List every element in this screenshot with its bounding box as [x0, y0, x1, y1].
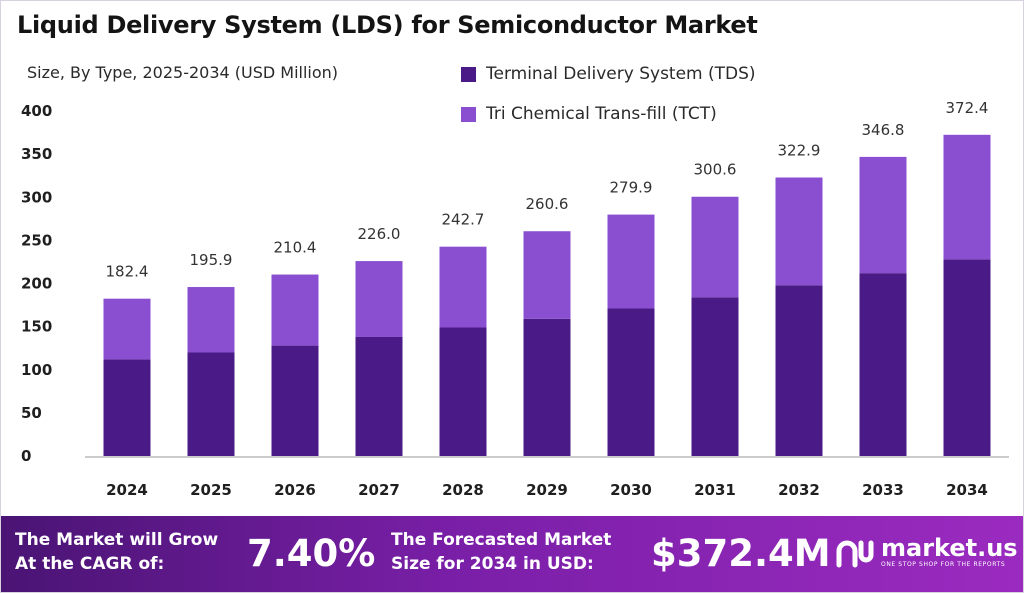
- x-tick-label: 2027: [358, 481, 400, 499]
- x-tick-label: 2030: [610, 481, 652, 499]
- bar-segment-tct-2029: [523, 231, 571, 319]
- bar-segment-tds-2025: [187, 352, 235, 456]
- bar-segment-tct-2024: [103, 298, 151, 360]
- y-tick-label: 0: [21, 447, 31, 465]
- legend-item-tds: Terminal Delivery System (TDS): [461, 61, 756, 87]
- bar-segment-tct-2028: [439, 246, 487, 328]
- legend-label-tct: Tri Chemical Trans-fill (TCT): [486, 104, 717, 124]
- bar-segment-tct-2025: [187, 287, 235, 353]
- legend-item-tct: Tri Chemical Trans-fill (TCT): [461, 101, 756, 127]
- y-tick-label: 100: [21, 361, 52, 379]
- bar-segment-tct-2027: [355, 261, 403, 337]
- logo-tagline: ONE STOP SHOP FOR THE REPORTS: [881, 561, 1006, 568]
- bar-segment-tds-2033: [859, 273, 907, 456]
- bar-segment-tds-2026: [271, 345, 319, 456]
- bar-segment-tct-2034: [943, 134, 991, 260]
- bar-total-label: 346.8: [862, 121, 905, 139]
- forecast-caption: The Forecasted Market Size for 2034 in U…: [391, 528, 611, 576]
- y-tick-label: 50: [21, 404, 42, 422]
- chart-legend: Terminal Delivery System (TDS) Tri Chemi…: [461, 61, 756, 141]
- bar-segment-tds-2029: [523, 318, 571, 456]
- x-tick-label: 2028: [442, 481, 484, 499]
- bar-total-label: 242.7: [442, 211, 485, 229]
- y-tick-label: 200: [21, 275, 52, 293]
- legend-swatch-tct: [461, 106, 476, 122]
- bar-total-label: 210.4: [274, 239, 317, 257]
- bar-segment-tds-2028: [439, 327, 487, 456]
- x-tick-label: 2031: [694, 481, 736, 499]
- bar-total-label: 279.9: [610, 179, 653, 197]
- x-tick-label: 2024: [106, 481, 148, 499]
- bar-segment-tds-2031: [691, 297, 739, 456]
- bar-segment-tct-2032: [775, 177, 823, 286]
- y-tick-label: 400: [21, 102, 52, 120]
- y-tick-label: 150: [21, 318, 52, 336]
- bar-segment-tds-2024: [103, 359, 151, 456]
- x-tick-label: 2033: [862, 481, 904, 499]
- stacked-bar-chart: 0 50 100 150 200 250 300 350 400 182.4 2024 195.9 20…: [21, 99, 1009, 499]
- bar-total-label: 195.9: [190, 251, 233, 269]
- bar-total-label: 322.9: [778, 141, 821, 159]
- legend-label-tds: Terminal Delivery System (TDS): [486, 64, 756, 84]
- y-tick-label: 350: [21, 145, 52, 163]
- bar-segment-tds-2032: [775, 285, 823, 456]
- cagr-caption-line2: At the CAGR of:: [15, 554, 165, 574]
- x-tick-label: 2032: [778, 481, 820, 499]
- bar-total-label: 182.4: [106, 263, 149, 281]
- forecast-value: $372.4M: [651, 532, 831, 575]
- bar-total-label: 300.6: [694, 161, 737, 179]
- y-tick-label: 250: [21, 231, 52, 249]
- chart-subtitle: Size, By Type, 2025-2034 (USD Million): [27, 63, 339, 82]
- summary-banner: The Market will Grow At the CAGR of: 7.4…: [1, 516, 1023, 592]
- x-tick-label: 2029: [526, 481, 568, 499]
- market-us-logo: market.us ONE STOP SHOP FOR THE REPORTS: [835, 536, 1018, 570]
- bar-segment-tct-2033: [859, 156, 907, 274]
- bar-segment-tct-2026: [271, 274, 319, 346]
- x-tick-label: 2025: [190, 481, 232, 499]
- bar-segment-tds-2027: [355, 336, 403, 456]
- cagr-value: 7.40%: [247, 532, 376, 575]
- bar-total-label: 372.4: [946, 99, 989, 117]
- cagr-caption-line1: The Market will Grow: [15, 530, 219, 550]
- bar-segment-tct-2030: [607, 214, 655, 309]
- cagr-caption: The Market will Grow At the CAGR of:: [15, 528, 218, 576]
- bar-total-label: 260.6: [526, 195, 569, 213]
- legend-swatch-tds: [461, 66, 476, 82]
- forecast-caption-line2: Size for 2034 in USD:: [391, 554, 594, 574]
- bar-total-label: 226.0: [358, 225, 401, 243]
- forecast-caption-line1: The Forecasted Market: [391, 530, 612, 550]
- chart-title: Liquid Delivery System (LDS) for Semicon…: [17, 11, 758, 39]
- bar-segment-tds-2030: [607, 308, 655, 456]
- market-us-logo-icon: [836, 540, 874, 568]
- x-tick-label: 2026: [274, 481, 316, 499]
- x-tick-label: 2034: [946, 481, 988, 499]
- y-tick-label: 300: [21, 188, 52, 206]
- bar-segment-tds-2034: [943, 259, 991, 456]
- logo-name: market.us: [881, 534, 1018, 562]
- bar-segment-tct-2031: [691, 196, 739, 298]
